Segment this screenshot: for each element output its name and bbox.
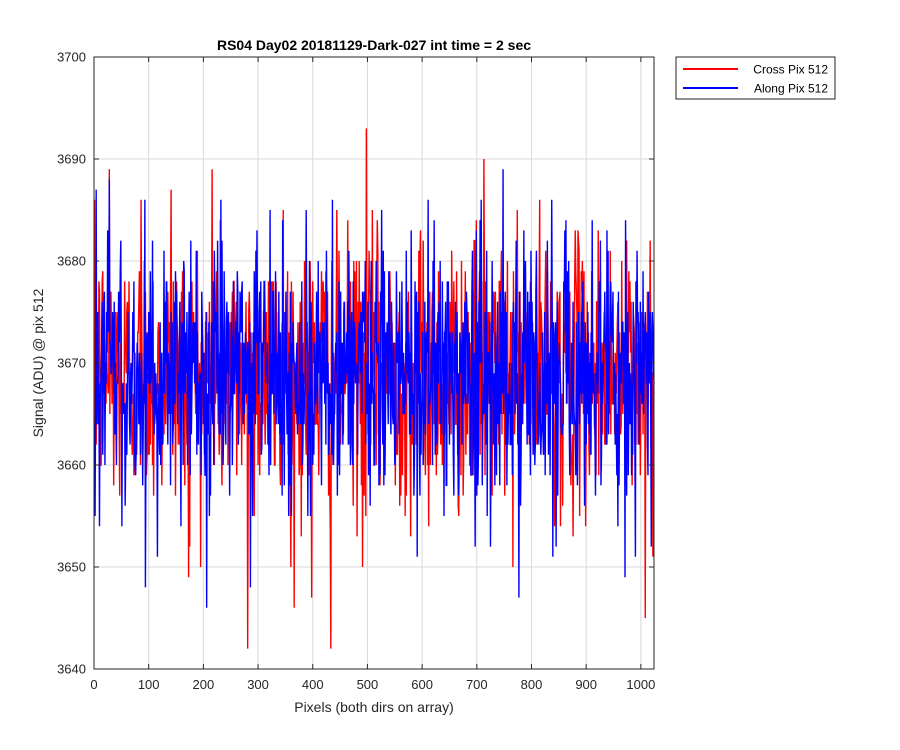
- x-tick-label: 0: [90, 677, 97, 692]
- x-axis-label: Pixels (both dirs on array): [294, 699, 454, 715]
- series-line-along-pix-512: [93, 169, 655, 608]
- y-tick-label: 3680: [57, 254, 86, 269]
- x-tick-label: 300: [247, 677, 269, 692]
- x-axis-ticks: 0 100 200 300 400 500 600 700 800 900 1000: [90, 57, 655, 692]
- y-tick-label: 3700: [57, 50, 86, 65]
- y-tick-label: 3690: [57, 152, 86, 167]
- x-tick-label: 400: [302, 677, 324, 692]
- y-tick-label: 3670: [57, 356, 86, 371]
- x-tick-label: 800: [521, 677, 543, 692]
- x-tick-label: 100: [138, 677, 160, 692]
- series-layer: [93, 128, 655, 649]
- y-tick-label: 3640: [57, 662, 86, 677]
- legend-label-cross: Cross Pix 512: [753, 63, 828, 77]
- chart-title: RS04 Day02 20181129-Dark-027 int time = …: [217, 37, 531, 53]
- x-tick-label: 700: [466, 677, 488, 692]
- y-tick-label: 3650: [57, 560, 86, 575]
- x-tick-label: 500: [357, 677, 379, 692]
- y-tick-label: 3660: [57, 458, 86, 473]
- legend-label-along: Along Pix 512: [754, 82, 828, 96]
- y-axis-ticks: 3640 3650 3660 3670 3680 3690 3700: [57, 50, 654, 677]
- legend-box: [675, 56, 836, 100]
- legend: Cross Pix 512 Along Pix 512: [675, 56, 836, 100]
- x-tick-label: 1000: [626, 677, 655, 692]
- x-tick-label: 600: [411, 677, 433, 692]
- x-tick-label: 900: [575, 677, 597, 692]
- x-tick-label: 200: [193, 677, 215, 692]
- y-axis-label: Signal (ADU) @ pix 512: [30, 288, 46, 437]
